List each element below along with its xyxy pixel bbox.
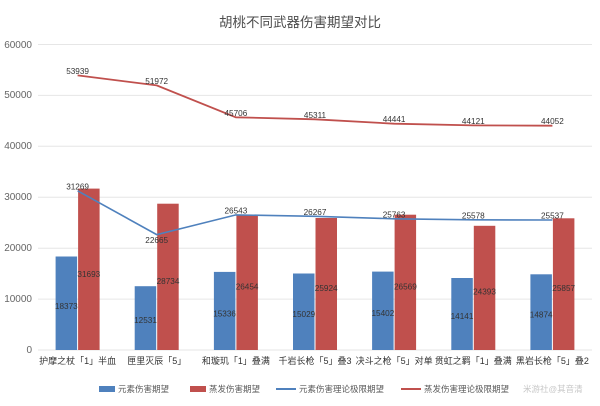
svg-text:31269: 31269: [66, 182, 89, 191]
svg-text:51972: 51972: [145, 77, 168, 86]
svg-text:26543: 26543: [225, 206, 248, 215]
svg-text:53939: 53939: [66, 67, 89, 76]
svg-text:蒸发伤害期望: 蒸发伤害期望: [209, 384, 261, 394]
svg-text:26267: 26267: [304, 208, 327, 217]
svg-text:千岩长枪「5」叠3: 千岩长枪「5」叠3: [278, 355, 351, 366]
svg-text:胡桃不同武器伤害期望对比: 胡桃不同武器伤害期望对比: [219, 15, 381, 30]
svg-text:12531: 12531: [134, 316, 157, 325]
svg-text:米游社@其音清: 米游社@其音清: [523, 384, 583, 394]
svg-text:28734: 28734: [157, 277, 180, 286]
svg-text:黑岩长枪「5」叠2: 黑岩长枪「5」叠2: [516, 355, 589, 366]
svg-text:26569: 26569: [394, 282, 417, 291]
svg-text:60000: 60000: [4, 40, 32, 51]
svg-text:44052: 44052: [541, 117, 564, 126]
svg-text:26454: 26454: [236, 283, 259, 292]
svg-text:44441: 44441: [383, 115, 406, 124]
svg-text:和璇玑「1」叠满: 和璇玑「1」叠满: [202, 355, 270, 366]
svg-text:15029: 15029: [292, 310, 315, 319]
svg-text:25537: 25537: [541, 212, 564, 221]
svg-text:40000: 40000: [4, 141, 32, 152]
svg-text:50000: 50000: [4, 90, 32, 101]
svg-text:18373: 18373: [55, 302, 78, 311]
svg-text:元素伤害期望: 元素伤害期望: [118, 384, 170, 394]
svg-text:护摩之杖「1」半血: 护摩之杖「1」半血: [39, 355, 116, 366]
svg-text:45706: 45706: [225, 109, 248, 118]
svg-text:14141: 14141: [451, 312, 474, 321]
svg-text:45311: 45311: [304, 111, 327, 120]
svg-text:贯虹之羁「1」叠满: 贯虹之羁「1」叠满: [435, 355, 512, 366]
svg-text:14874: 14874: [530, 310, 553, 319]
svg-text:30000: 30000: [4, 192, 32, 203]
svg-text:匣里灭辰「5」: 匣里灭辰「5」: [127, 356, 186, 366]
svg-text:15402: 15402: [372, 309, 395, 318]
svg-text:22665: 22665: [145, 236, 168, 245]
svg-text:24393: 24393: [473, 288, 496, 297]
svg-text:元素伤害理论极限期望: 元素伤害理论极限期望: [299, 384, 385, 394]
svg-text:25578: 25578: [462, 211, 485, 220]
svg-text:25857: 25857: [552, 284, 575, 293]
svg-text:10000: 10000: [4, 294, 32, 305]
svg-text:决斗之枪「5」对单: 决斗之枪「5」对单: [356, 355, 433, 366]
svg-text:0: 0: [26, 345, 32, 356]
svg-text:44121: 44121: [462, 117, 485, 126]
svg-text:15336: 15336: [213, 309, 236, 318]
svg-text:20000: 20000: [4, 243, 32, 254]
svg-text:31693: 31693: [77, 270, 100, 279]
svg-text:25763: 25763: [383, 210, 406, 219]
svg-text:25924: 25924: [315, 284, 338, 293]
svg-text:蒸发伤害理论极限期望: 蒸发伤害理论极限期望: [424, 384, 510, 394]
